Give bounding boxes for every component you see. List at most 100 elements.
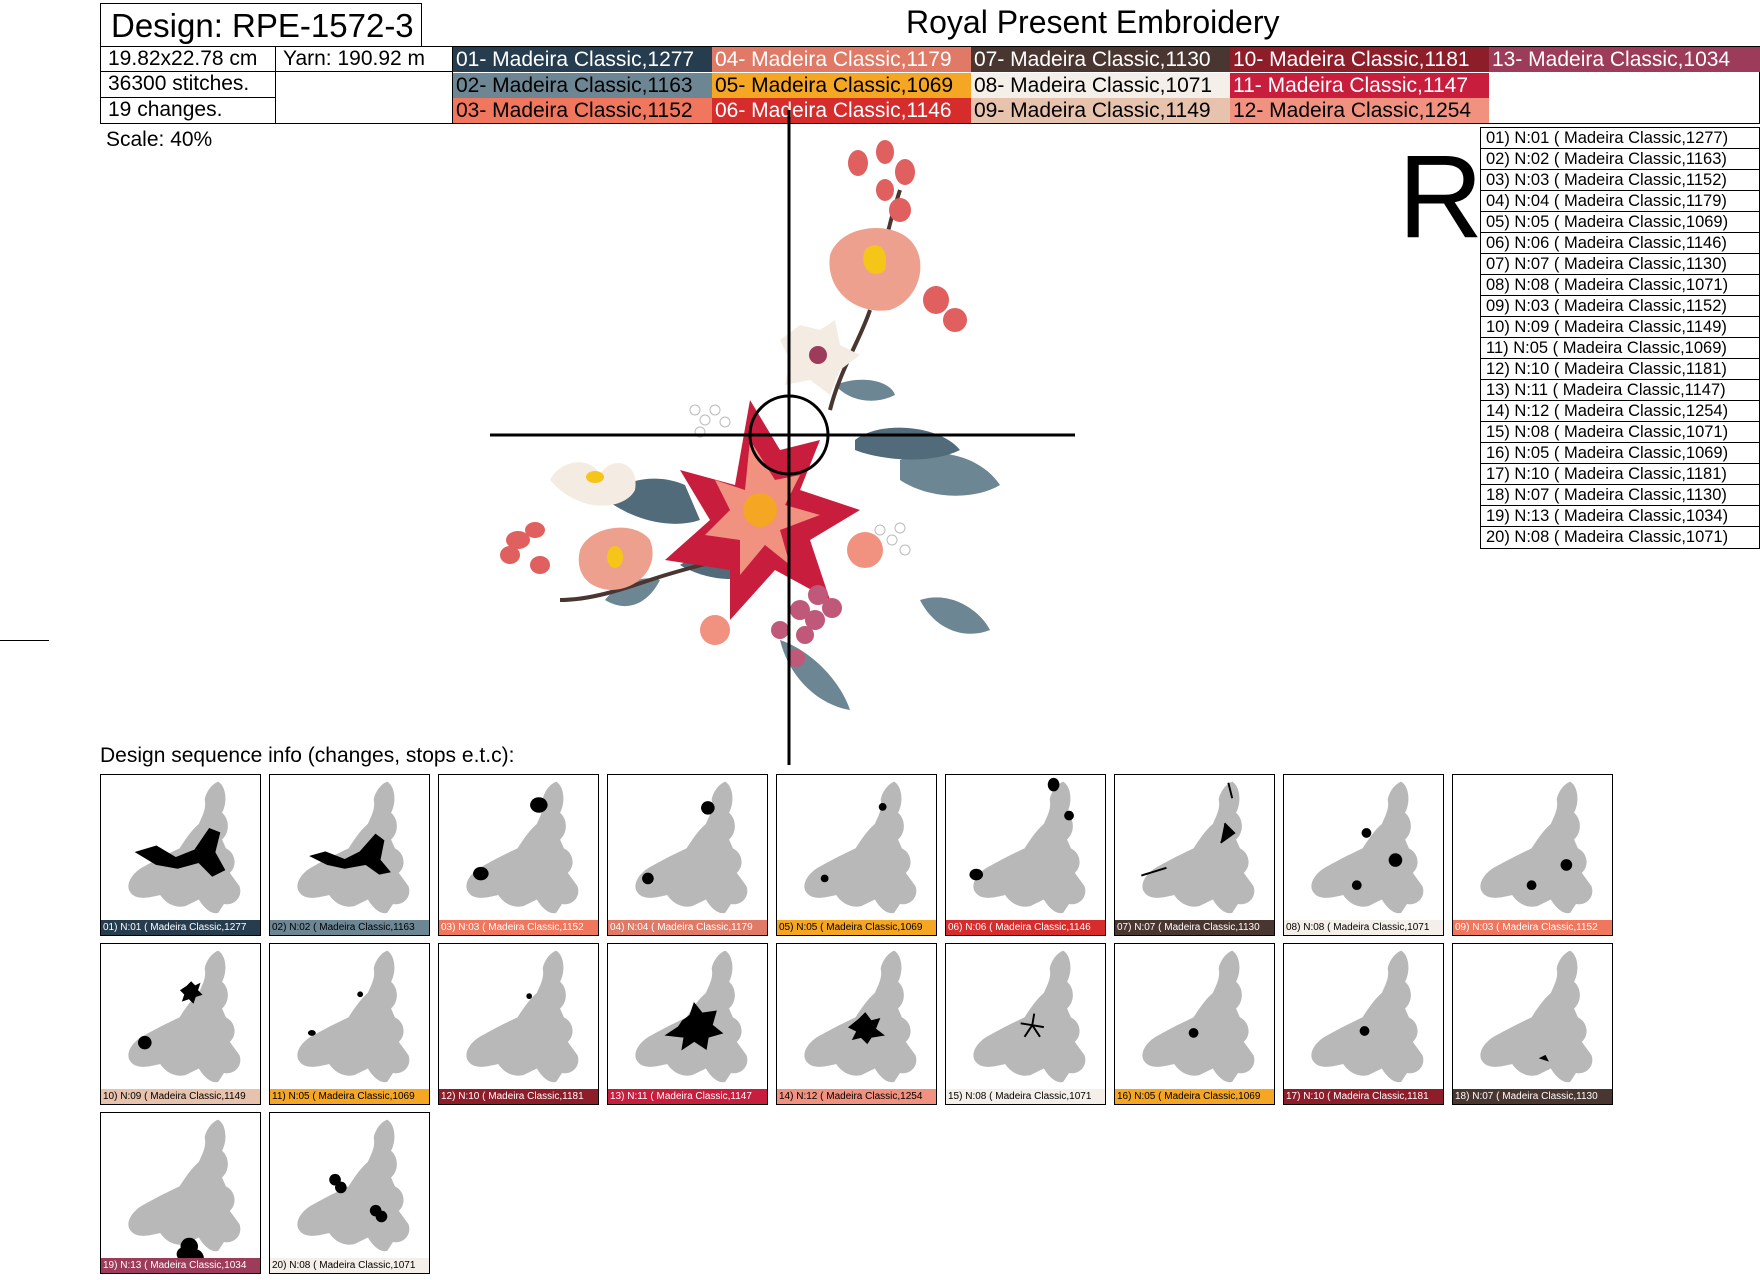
thumbnail-caption: 05) N:05 ( Madeira Classic,1069 [777,920,936,935]
sequence-thumbnail: 13) N:11 ( Madeira Classic,1147 [607,943,768,1105]
stitch-region-highlight [1359,1026,1370,1036]
thumbnail-caption: 10) N:09 ( Madeira Classic,1149 [101,1089,260,1104]
design-title-box: Design: RPE-1572-3 [100,3,422,47]
thumbnail-caption: 11) N:05 ( Madeira Classic,1069 [270,1089,429,1104]
thumbnail-caption: 16) N:05 ( Madeira Classic,1069 [1115,1089,1274,1104]
stitches-cell: 36300 stitches. [100,71,276,98]
sequence-list: 01) N:01 ( Madeira Classic,1277) 02) N:02… [1480,127,1760,549]
sequence-row: 08) N:08 ( Madeira Classic,1071) [1481,275,1759,296]
thumbnail-silhouette [973,950,1086,1083]
palette-table: 01- Madeira Classic,1277 02- Madeira Clas… [452,46,1760,124]
stitch-region-highlight [1351,828,1403,890]
thumbnail-caption: 17) N:10 ( Madeira Classic,1181 [1284,1089,1443,1104]
thumbnail-silhouette [128,1119,241,1258]
sequence-row: 09) N:03 ( Madeira Classic,1152) [1481,296,1759,317]
sequence-row: 01) N:01 ( Madeira Classic,1277) [1481,128,1759,149]
palette-color-7: 07- Madeira Classic,1130 [971,47,1230,72]
sequence-row: 04) N:04 ( Madeira Classic,1179) [1481,191,1759,212]
stitch-region-highlight [134,827,226,877]
sequence-thumbnail: 06) N:06 ( Madeira Classic,1146 [945,774,1106,936]
poinsettia [665,400,860,620]
left-buds [500,522,550,574]
thumbnail-silhouette [297,781,410,914]
stitch-region-highlight [664,1001,724,1051]
thumbnail-silhouette [1480,950,1593,1083]
thumbnail-caption: 13) N:11 ( Madeira Classic,1147 [608,1089,767,1104]
sequence-row: 10) N:09 ( Madeira Classic,1149) [1481,317,1759,338]
design-preview [500,140,1000,710]
thumbnail-silhouette [466,950,579,1083]
thumbnail-caption: 15) N:08 ( Madeira Classic,1071 [946,1089,1105,1104]
stitch-region-highlight [1020,1013,1045,1038]
palette-color-13: 13- Madeira Classic,1034 [1489,47,1760,72]
thumbnail-caption: 09) N:03 ( Madeira Classic,1152 [1453,920,1612,935]
thumbnail-grid: 01) N:01 ( Madeira Classic,1277 02) N:02 … [100,774,1620,1274]
berries [771,585,842,667]
sequence-row: 05) N:05 ( Madeira Classic,1069) [1481,212,1759,233]
stitch-region-highlight [1188,1028,1199,1038]
sequence-row: 02) N:02 ( Madeira Classic,1163) [1481,149,1759,170]
sequence-row: 17) N:10 ( Madeira Classic,1181) [1481,464,1759,485]
thumbnail-caption: 01) N:01 ( Madeira Classic,1277 [101,920,260,935]
size-cell: 19.82x22.78 cm [100,46,276,72]
palette-color-3: 03- Madeira Classic,1152 [453,98,712,124]
sequence-thumbnail: 14) N:12 ( Madeira Classic,1254 [776,943,937,1105]
stitch-region-highlight [1538,1054,1549,1062]
thumbnail-silhouette [804,950,917,1083]
stitch-region-highlight [642,801,715,885]
stitch-region-highlight [1141,782,1236,877]
thumbnail-caption: 07) N:07 ( Madeira Classic,1130 [1115,920,1274,935]
thumbnail-caption: 20) N:08 ( Madeira Classic,1071 [270,1258,429,1273]
sequence-thumbnail: 17) N:10 ( Madeira Classic,1181 [1283,943,1444,1105]
sequence-row: 11) N:05 ( Madeira Classic,1069) [1481,338,1759,359]
sequence-row: 20) N:08 ( Madeira Classic,1071) [1486,528,1729,546]
sequence-thumbnail: 05) N:05 ( Madeira Classic,1069 [776,774,937,936]
thumbnail-caption: 06) N:06 ( Madeira Classic,1146 [946,920,1105,935]
sequence-row: 15) N:08 ( Madeira Classic,1071) [1481,422,1759,443]
white-lily [550,462,636,506]
stitch-region-highlight [309,833,391,875]
stitch-region-highlight [307,991,364,1036]
thumbnail-silhouette [804,781,917,914]
crosshair [490,110,1075,765]
palette-color-1: 01- Madeira Classic,1277 [453,47,712,72]
thumbnail-silhouette [1142,950,1255,1083]
palette-color-11: 11- Madeira Classic,1147 [1230,72,1489,98]
thumbnail-caption: 14) N:12 ( Madeira Classic,1254 [777,1089,936,1104]
sequence-thumbnail: 09) N:03 ( Madeira Classic,1152 [1452,774,1613,936]
thumbnail-caption: 18) N:07 ( Madeira Classic,1130 [1453,1089,1612,1104]
sequence-thumbnail: 08) N:08 ( Madeira Classic,1071 [1283,774,1444,936]
stitch-region-highlight [473,797,548,881]
sequence-thumbnail: 04) N:04 ( Madeira Classic,1179 [607,774,768,936]
scale-label: Scale: 40% [106,128,213,151]
sequence-thumbnail: 12) N:10 ( Madeira Classic,1181 [438,943,599,1105]
thumbnail-silhouette [635,781,748,914]
stitch-region-highlight [526,993,533,1000]
palette-color-12: 12- Madeira Classic,1254 [1230,98,1489,124]
thumbnail-silhouette [128,950,241,1083]
sequence-row: 12) N:10 ( Madeira Classic,1181) [1481,359,1759,380]
top-buds [848,140,967,332]
thumbnail-caption: 12) N:10 ( Madeira Classic,1181 [439,1089,598,1104]
palette-color-10: 10- Madeira Classic,1181 [1230,47,1489,72]
thumbnail-silhouette [969,777,1086,914]
sequence-thumbnail: 15) N:08 ( Madeira Classic,1071 [945,943,1106,1105]
yarn-blank-cell [275,71,453,124]
sequence-row: 03) N:03 ( Madeira Classic,1152) [1481,170,1759,191]
yarn-cell: Yarn: 190.92 m [275,46,453,72]
thumbnail-silhouette [128,781,241,914]
stitch-region-highlight [1526,859,1573,890]
thumbnail-caption: 08) N:08 ( Madeira Classic,1071 [1284,920,1443,935]
thumbnail-silhouette [1311,950,1424,1083]
left-flower [578,527,653,590]
stitch-region-highlight [329,1173,388,1223]
palette-color-9: 09- Madeira Classic,1149 [971,98,1230,124]
sequence-row: 07) N:07 ( Madeira Classic,1130) [1481,254,1759,275]
sequence-thumbnail: 11) N:05 ( Madeira Classic,1069 [269,943,430,1105]
sequence-row: 19) N:13 ( Madeira Classic,1034) [1481,506,1759,527]
stitch-region-highlight [138,981,203,1050]
thumbnail-silhouette [635,950,748,1083]
design-title: Design: RPE-1572-3 [111,7,414,44]
thumbnail-caption: 04) N:04 ( Madeira Classic,1179 [608,920,767,935]
logo-letter: R [1398,131,1484,263]
